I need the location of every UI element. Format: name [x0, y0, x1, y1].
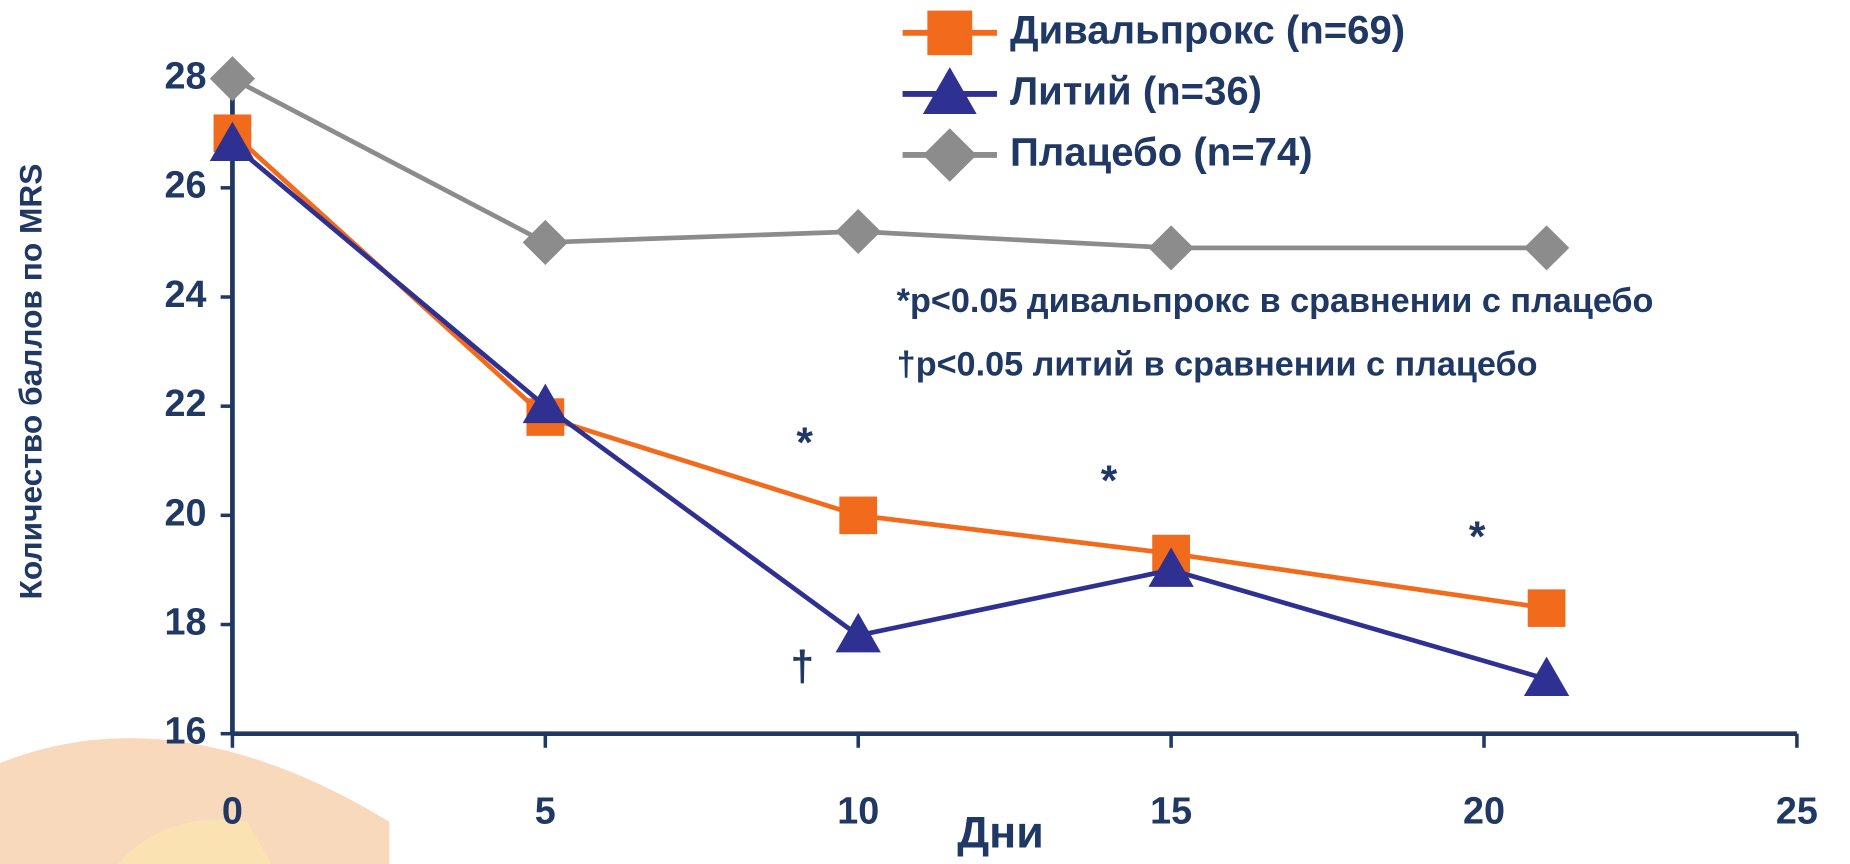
y-tick-label: 28: [164, 55, 206, 97]
data-point: [835, 208, 881, 255]
decor-arc: [0, 738, 390, 864]
y-tick-label: 18: [164, 601, 206, 643]
legend-marker: [922, 67, 977, 114]
x-tick-label: 25: [1776, 790, 1818, 832]
legend-label: Плацебо (n=74): [1010, 131, 1313, 175]
y-tick-label: 20: [164, 491, 206, 533]
note: †p<0.05 литий в сравнении с плацебо: [897, 345, 1538, 383]
x-axis-title: Дни: [957, 809, 1044, 858]
x-tick-label: 15: [1150, 790, 1192, 832]
y-tick-label: 16: [164, 710, 206, 752]
legend-label: Дивальпрокс (n=69): [1010, 8, 1405, 52]
y-tick-label: 26: [164, 164, 206, 206]
legend-marker: [922, 128, 977, 182]
note: *p<0.05 дивальпрокс в сравнении с плацеб…: [897, 282, 1654, 320]
data-point: [522, 383, 568, 424]
data-point: [1148, 547, 1194, 587]
series-line: [231, 76, 1547, 251]
data-point: [1523, 656, 1570, 697]
annotation: †: [790, 642, 814, 689]
x-tick-label: 20: [1463, 790, 1505, 832]
data-point: [522, 219, 568, 265]
y-tick-label: 24: [164, 273, 206, 315]
legend-label: Литий (n=36): [1010, 70, 1262, 114]
y-tick-label: 22: [164, 382, 206, 424]
annotation: *: [796, 419, 813, 466]
series-line: [230, 142, 1548, 682]
legend-marker: [927, 10, 973, 56]
data-point: [1523, 225, 1570, 271]
x-tick-label: 5: [535, 790, 556, 832]
data-point: [209, 56, 256, 102]
x-tick-label: 0: [222, 790, 243, 832]
data-point: [1148, 225, 1194, 271]
x-tick-label: 10: [837, 790, 879, 832]
annotation: *: [1469, 513, 1486, 560]
data-point: [839, 496, 878, 535]
data-point: [1527, 589, 1566, 627]
data-point: [209, 121, 256, 162]
annotation: *: [1101, 457, 1118, 504]
data-point: [835, 612, 881, 653]
decor-arc-inner: [117, 819, 272, 864]
y-axis-title: Количество баллов по MRS: [12, 164, 48, 600]
